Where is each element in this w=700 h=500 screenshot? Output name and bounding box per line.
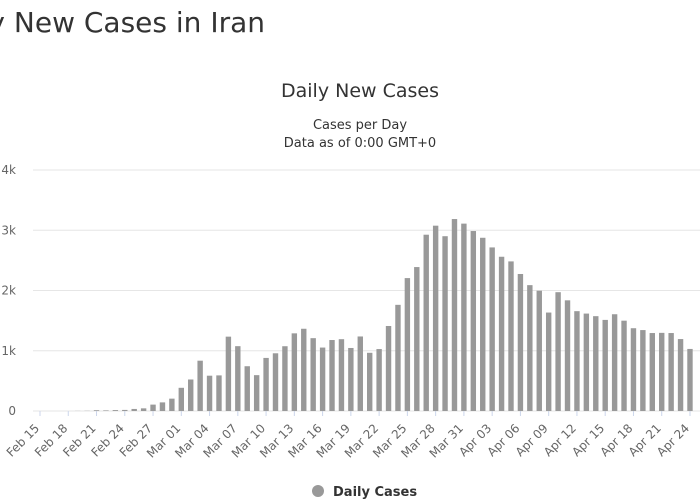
- bar: [489, 247, 495, 411]
- bar: [404, 278, 411, 411]
- bar: [470, 231, 477, 411]
- chart-subtitle: Cases per Day: [313, 118, 407, 133]
- page-title: Daily New Cases in Iran: [0, 6, 265, 39]
- bar: [122, 409, 128, 411]
- bar: [235, 346, 241, 411]
- bar: [527, 285, 533, 411]
- bar: [687, 348, 693, 411]
- bar: [621, 320, 627, 411]
- bar: [593, 316, 599, 411]
- bar: [517, 273, 524, 411]
- bar: [338, 339, 345, 411]
- bar: [131, 408, 137, 411]
- y-tick-label: 3k: [1, 223, 16, 237]
- bar: [649, 333, 655, 411]
- bar: [357, 336, 363, 411]
- bar: [216, 375, 222, 411]
- bar: [140, 408, 147, 411]
- bar: [319, 347, 326, 411]
- bar: [508, 261, 514, 411]
- bar: [282, 346, 288, 411]
- bar: [169, 398, 175, 411]
- x-tick-label: Apr 24: [654, 421, 692, 459]
- bar: [555, 292, 561, 411]
- y-tick-label: 1k: [1, 344, 16, 358]
- bar: [253, 375, 260, 411]
- bar: [602, 319, 608, 411]
- y-tick-label: 2k: [1, 284, 16, 298]
- bar: [301, 328, 307, 411]
- bar: [611, 314, 618, 411]
- bar: [112, 410, 119, 411]
- bar: [385, 325, 392, 411]
- bar: [376, 349, 382, 411]
- bar: [414, 267, 420, 411]
- bar: [272, 353, 279, 411]
- bar: [461, 223, 467, 411]
- bar: [188, 379, 194, 411]
- bar: [103, 410, 109, 411]
- bar: [640, 330, 646, 411]
- bar: [432, 225, 439, 411]
- legend-label: Daily Cases: [333, 485, 417, 500]
- bar: [574, 311, 580, 411]
- bar: [348, 347, 354, 411]
- bar: [442, 236, 448, 411]
- bar: [93, 410, 100, 411]
- y-tick-label: 0: [8, 404, 16, 418]
- bar: [451, 219, 458, 411]
- bar: [329, 340, 335, 411]
- bar: [206, 375, 213, 411]
- bar: [630, 328, 637, 411]
- bar: [150, 404, 156, 411]
- bar: [159, 402, 166, 411]
- bar: [244, 366, 250, 411]
- chart-title: Daily New Cases: [281, 80, 439, 102]
- legend-marker: [312, 485, 324, 497]
- bar: [583, 313, 590, 411]
- bar: [291, 333, 298, 411]
- bar: [263, 357, 269, 411]
- bar: [659, 332, 665, 411]
- bar: [367, 352, 373, 411]
- bar: [197, 360, 203, 411]
- y-tick-label: 4k: [1, 163, 16, 177]
- bar: [677, 339, 684, 411]
- bar: [480, 237, 486, 411]
- bar: [564, 300, 571, 411]
- bar: [225, 336, 232, 411]
- chart-subtitle: Data as of 0:00 GMT+0: [284, 136, 436, 151]
- bar: [498, 256, 505, 411]
- bar: [668, 333, 674, 411]
- bar: [423, 234, 429, 411]
- bar: [178, 387, 184, 411]
- bar: [545, 312, 552, 411]
- bar: [536, 290, 542, 411]
- bar: [310, 338, 316, 411]
- bar: [395, 304, 401, 411]
